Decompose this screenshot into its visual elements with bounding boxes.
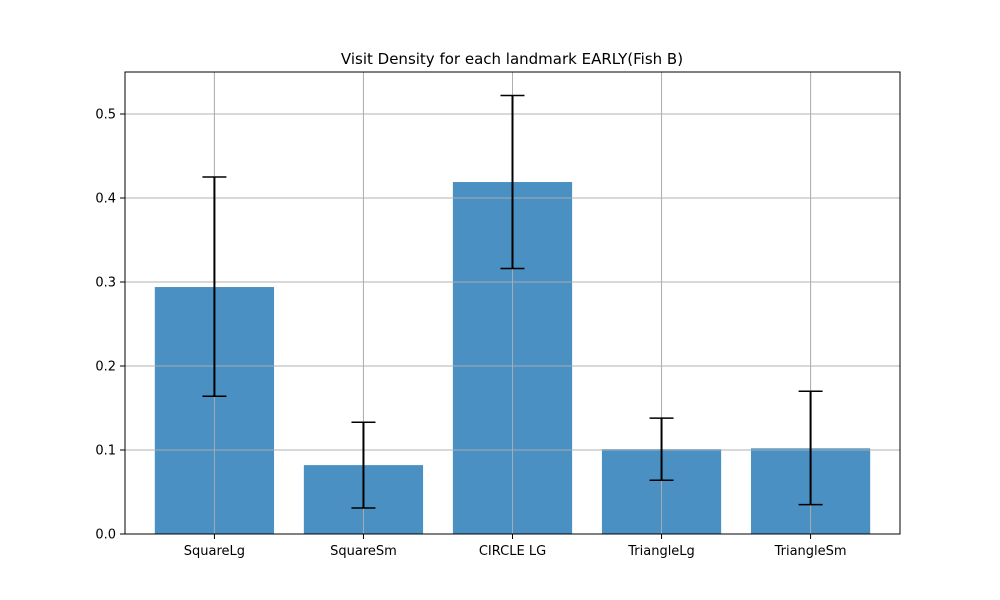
x-tick-label: SquareLg bbox=[184, 544, 245, 559]
x-tick-label: CIRCLE LG bbox=[479, 544, 546, 559]
error-bars-layer bbox=[125, 72, 900, 535]
error-bar bbox=[649, 417, 674, 481]
error-bar bbox=[351, 421, 376, 509]
y-tick-label: 0.2 bbox=[95, 360, 116, 375]
y-tick-label: 0.5 bbox=[95, 108, 116, 123]
error-bar bbox=[202, 176, 227, 397]
y-tick-label: 0.3 bbox=[95, 276, 116, 291]
x-tick-label: SquareSm bbox=[330, 544, 397, 559]
y-tick-label: 0.1 bbox=[95, 444, 116, 459]
chart-title: Visit Density for each landmark EARLY(Fi… bbox=[341, 50, 683, 68]
x-tick-label: TriangleSm bbox=[774, 544, 847, 559]
x-tick-label: TriangleLg bbox=[627, 544, 695, 559]
error-bar bbox=[798, 390, 823, 506]
y-tick-label: 0.0 bbox=[95, 528, 116, 543]
error-bar bbox=[500, 94, 525, 270]
ticks-layer: 0.0 0.1 0.2 0.3 0.4 0.5 SquareLg SquareSm CIRCLE… bbox=[95, 108, 846, 560]
y-tick-label: 0.4 bbox=[95, 192, 116, 207]
